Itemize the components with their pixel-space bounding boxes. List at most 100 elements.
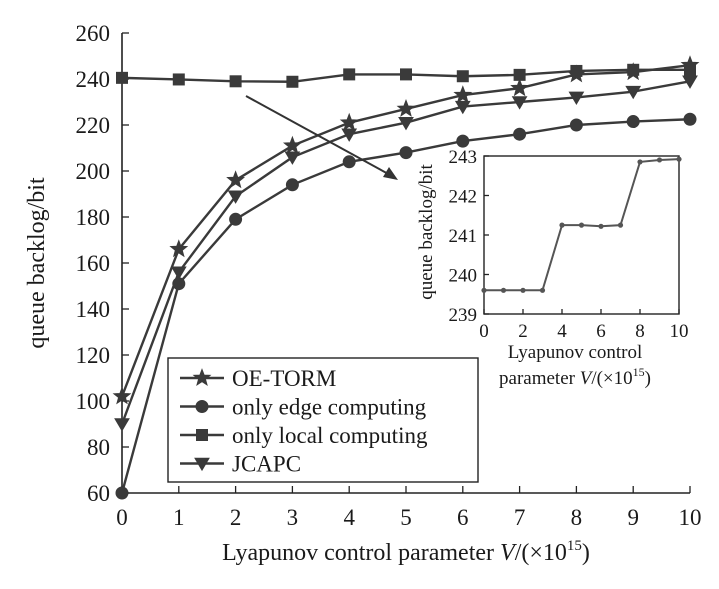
- data-point-only-edge-computing: [229, 212, 243, 226]
- legend-label: only edge computing: [232, 395, 427, 420]
- x-axis-label-unit-close: ): [582, 540, 590, 566]
- x-axis-label-variable: V: [500, 540, 517, 566]
- inset-x-label-variable: V: [580, 368, 594, 389]
- x-tick-label: 10: [679, 505, 702, 530]
- legend-swatch-marker: [194, 457, 210, 472]
- data-point-only-edge-computing: [342, 155, 356, 169]
- x-tick-label: 0: [116, 505, 128, 530]
- data-point-only-edge-computing: [513, 127, 527, 141]
- inset-y-tick-label: 242: [449, 187, 478, 208]
- legend: OE-TORM only edge computing only local com…: [167, 357, 479, 483]
- inset-x-ticks: 0 2 4 6 8 10: [479, 309, 689, 342]
- x-tick-label: 3: [287, 505, 299, 530]
- inset-y-tick-label: 243: [449, 147, 478, 168]
- inset-data-point: [500, 287, 507, 293]
- inset-x-label-unit-close: ): [645, 368, 651, 389]
- data-point-only-edge-computing: [569, 118, 583, 132]
- inset-chart: 239 240 241 242 243 0 2 4 6 8 10 queue backlog/bi…: [416, 147, 689, 389]
- legend-swatch-marker: [196, 429, 208, 441]
- inset-y-axis-label: queue backlog/bit: [416, 163, 437, 299]
- x-tick-label: 6: [457, 505, 469, 530]
- data-point-jcapc: [454, 100, 471, 115]
- inset-x-label-prefix: parameter: [499, 368, 580, 389]
- legend-item-oe-torm: OE-TORM: [180, 366, 336, 391]
- y-tick-label: 60: [87, 481, 110, 506]
- data-point-jcapc: [568, 91, 585, 106]
- inset-y-tick-label: 239: [449, 305, 478, 326]
- inset-y-ticks: 239 240 241 242 243: [449, 147, 489, 326]
- legend-label: only local computing: [232, 423, 428, 448]
- data-point-only-local-computing: [627, 63, 640, 76]
- inset-data-point: [637, 159, 643, 165]
- data-point-oe-torm: [339, 112, 359, 131]
- data-point-only-local-computing: [400, 68, 412, 81]
- data-point-oe-torm: [112, 386, 132, 405]
- x-axis-label-exponent: 15: [567, 538, 582, 554]
- data-point-only-edge-computing: [683, 112, 697, 126]
- x-tick-label: 9: [627, 505, 639, 530]
- x-axis-ticks: 0 1 2 3 4 5 6 7 8 9 10: [116, 486, 702, 530]
- x-tick-label: 2: [230, 505, 242, 530]
- data-point-oe-torm: [226, 170, 246, 189]
- x-tick-label: 8: [571, 505, 583, 530]
- data-point-oe-torm: [510, 78, 530, 97]
- legend-item-jcapc: JCAPC: [180, 452, 301, 477]
- zoom-arrow-shaft: [245, 95, 393, 177]
- y-axis-label: queue backlog/bit: [24, 177, 50, 349]
- inset-data-point: [617, 222, 624, 228]
- data-point-oe-torm: [453, 85, 473, 104]
- series-only-local-computing: [116, 63, 696, 88]
- data-point-only-local-computing: [570, 64, 583, 77]
- inset-frame: [483, 155, 680, 315]
- inset-y-tick-label: 240: [449, 266, 478, 287]
- data-point-oe-torm: [282, 135, 302, 154]
- inset-data-point: [598, 223, 604, 229]
- inset-data-point: [676, 156, 682, 162]
- legend-item-only-edge-computing: only edge computing: [180, 395, 427, 420]
- inset-x-label-exponent: 15: [633, 365, 645, 379]
- inset-x-axis-label-line2: parameter V/(×1015): [499, 365, 651, 389]
- x-tick-label: 5: [400, 505, 412, 530]
- inset-x-tick-label: 10: [670, 321, 689, 342]
- legend-items: OE-TORM only edge computing only local com…: [180, 366, 428, 477]
- data-point-oe-torm: [169, 239, 189, 258]
- data-point-only-edge-computing: [115, 486, 129, 500]
- data-point-only-edge-computing: [626, 115, 640, 129]
- x-axis-label-prefix: Lyapunov control parameter: [222, 540, 500, 566]
- data-point-only-local-computing: [116, 71, 128, 84]
- zoom-arrow: [245, 95, 398, 180]
- legend-label: OE-TORM: [232, 366, 336, 391]
- data-point-jcapc: [170, 266, 187, 280]
- series-group: [112, 55, 700, 500]
- data-point-only-edge-computing: [285, 178, 299, 192]
- data-point-only-edge-computing: [456, 134, 470, 148]
- data-point-only-local-computing: [229, 75, 242, 88]
- inset-x-label-unit-open: /(×10: [591, 368, 632, 389]
- inset-x-tick-label: 8: [635, 321, 645, 342]
- data-point-oe-torm: [396, 98, 416, 117]
- inset-data-point: [578, 222, 585, 228]
- series-jcapc: [114, 75, 698, 432]
- x-tick-label: 4: [343, 505, 355, 530]
- inset-y-tick-label: 241: [449, 226, 478, 247]
- x-tick-label: 1: [173, 505, 185, 530]
- inset-data-point: [559, 222, 565, 228]
- x-axis-label-unit-open: /(×10: [515, 540, 567, 566]
- inset-x-tick-label: 0: [479, 321, 489, 342]
- inset-data-point: [656, 157, 663, 163]
- y-tick-label: 220: [76, 113, 111, 138]
- y-tick-label: 100: [76, 389, 111, 414]
- y-tick-label: 120: [76, 343, 111, 368]
- data-point-only-edge-computing: [399, 146, 413, 160]
- legend-swatch-marker: [195, 400, 209, 413]
- data-point-jcapc: [398, 116, 414, 131]
- inset-x-axis-label-line1: Lyapunov control: [508, 342, 643, 363]
- data-point-jcapc: [227, 190, 244, 204]
- y-tick-label: 180: [76, 205, 111, 230]
- legend-swatch-marker: [192, 368, 212, 387]
- data-point-only-local-computing: [456, 70, 469, 83]
- y-tick-label: 200: [76, 159, 111, 184]
- y-tick-label: 160: [76, 251, 111, 276]
- y-tick-label: 140: [76, 297, 111, 322]
